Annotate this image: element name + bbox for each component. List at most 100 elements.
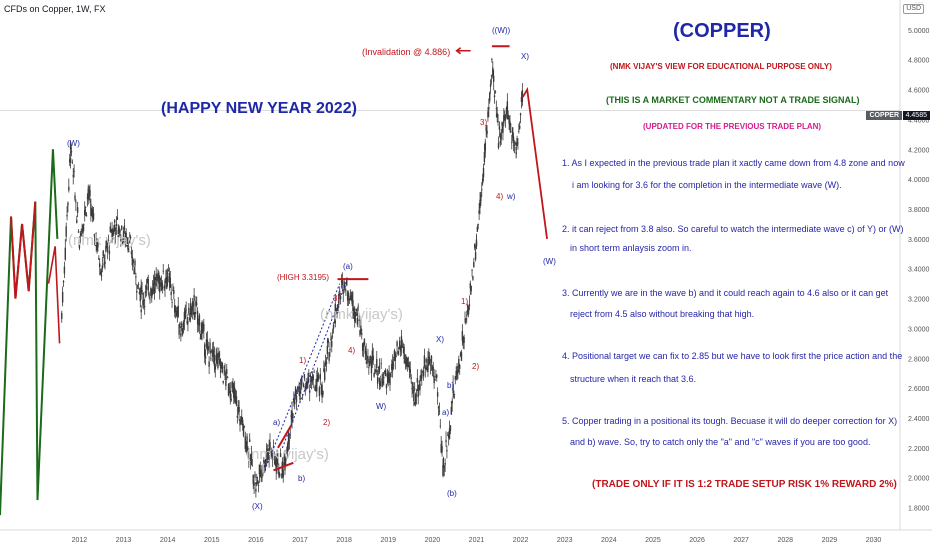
candle-body bbox=[170, 291, 172, 296]
candle-body bbox=[140, 309, 142, 313]
x-tick-label: 2018 bbox=[336, 537, 352, 544]
candle-body bbox=[420, 375, 422, 380]
candle-body bbox=[245, 443, 247, 447]
note-5b: and b) wave. So, try to catch only the "… bbox=[570, 437, 871, 447]
candle-body bbox=[123, 225, 126, 230]
candle-body bbox=[236, 415, 239, 418]
candle-body bbox=[173, 290, 175, 295]
candle-body bbox=[209, 342, 211, 353]
candle-body bbox=[270, 452, 272, 454]
candle-body bbox=[193, 311, 195, 315]
candle-body bbox=[105, 245, 107, 252]
x-tick-label: 2020 bbox=[425, 537, 441, 544]
y-tick-label: 3.8000 bbox=[908, 207, 930, 214]
candle-body bbox=[433, 375, 435, 384]
candle-body bbox=[189, 303, 192, 315]
candle-body bbox=[456, 371, 458, 375]
candle-body bbox=[172, 289, 174, 291]
candle-body bbox=[119, 229, 121, 233]
candle-body bbox=[464, 319, 466, 321]
candle-body bbox=[383, 376, 385, 379]
candle-body bbox=[243, 425, 246, 427]
candle-body bbox=[343, 281, 345, 289]
candle-body bbox=[158, 272, 160, 284]
candle-body bbox=[121, 225, 123, 230]
candle-body bbox=[262, 472, 264, 474]
candle-body bbox=[398, 347, 400, 350]
wave-label-1b: 1) bbox=[461, 297, 469, 306]
y-tick-label: 4.6000 bbox=[908, 88, 930, 95]
candle-body bbox=[150, 287, 152, 296]
candle-body bbox=[184, 310, 186, 319]
candle-body bbox=[251, 465, 254, 467]
candle-body bbox=[61, 312, 63, 319]
candle-body bbox=[206, 339, 209, 343]
candle-body bbox=[441, 445, 443, 453]
candle-body bbox=[412, 382, 414, 386]
candle-body bbox=[401, 345, 404, 347]
candle-body bbox=[121, 241, 124, 245]
candle-body bbox=[61, 291, 64, 303]
candle-body bbox=[221, 362, 224, 373]
candle-body bbox=[86, 197, 89, 199]
note-2a: 2. it can reject from 3.8 also. So caref… bbox=[562, 224, 904, 234]
candle-body bbox=[497, 121, 499, 122]
candle-body bbox=[213, 354, 216, 366]
candle-body bbox=[386, 373, 389, 378]
candle-body bbox=[427, 358, 429, 370]
wave-label-W-small: W) bbox=[376, 402, 387, 411]
candle-body bbox=[249, 439, 251, 442]
more-icon[interactable]: ··· bbox=[915, 0, 924, 6]
candle-body bbox=[307, 377, 309, 382]
last-price-tag: 4.4585 bbox=[902, 111, 930, 120]
candle-body bbox=[326, 345, 329, 354]
candle-body bbox=[512, 136, 515, 143]
candle-body bbox=[288, 440, 291, 442]
candle-body bbox=[440, 444, 442, 453]
candle-body bbox=[65, 226, 67, 237]
candle-body bbox=[452, 383, 454, 394]
candle-body bbox=[159, 282, 161, 293]
candle-body bbox=[477, 223, 479, 225]
candle-body bbox=[181, 328, 184, 335]
y-tick-label: 2.4000 bbox=[908, 416, 930, 423]
candle-body bbox=[323, 368, 325, 372]
candle-body bbox=[151, 288, 154, 292]
candle-body bbox=[107, 240, 110, 241]
candle-body bbox=[374, 368, 376, 374]
candle-body bbox=[399, 340, 401, 347]
candle-body bbox=[127, 243, 129, 250]
wave-label-X-small: X) bbox=[436, 335, 444, 344]
candle-body bbox=[66, 214, 68, 217]
candle-body bbox=[118, 226, 120, 232]
candle-body bbox=[521, 90, 524, 102]
candle-body bbox=[466, 306, 469, 308]
candle-body bbox=[354, 312, 357, 316]
candle-body bbox=[264, 465, 266, 468]
candle-body bbox=[485, 127, 487, 131]
candle-body bbox=[203, 324, 205, 332]
candle-body bbox=[414, 394, 417, 404]
candle-body bbox=[104, 261, 106, 265]
candle-body bbox=[216, 353, 218, 363]
candle-body bbox=[470, 285, 472, 292]
candle-body bbox=[101, 265, 104, 269]
candle-body bbox=[85, 214, 88, 217]
currency-badge[interactable]: USD bbox=[903, 4, 924, 14]
candle-body bbox=[384, 369, 387, 377]
candle-body bbox=[114, 224, 116, 231]
candle-body bbox=[390, 373, 392, 378]
candle-body bbox=[233, 389, 235, 399]
candle-body bbox=[197, 323, 200, 325]
candle-body bbox=[76, 219, 78, 223]
candle-body bbox=[394, 353, 396, 361]
candle-body bbox=[284, 457, 286, 471]
candle-body bbox=[278, 469, 280, 476]
candle-body bbox=[96, 241, 98, 251]
candle-body bbox=[131, 256, 134, 266]
candle-body bbox=[406, 357, 408, 366]
candle-body bbox=[490, 75, 493, 77]
watermark-3: (nmk vijay's) bbox=[246, 446, 329, 463]
